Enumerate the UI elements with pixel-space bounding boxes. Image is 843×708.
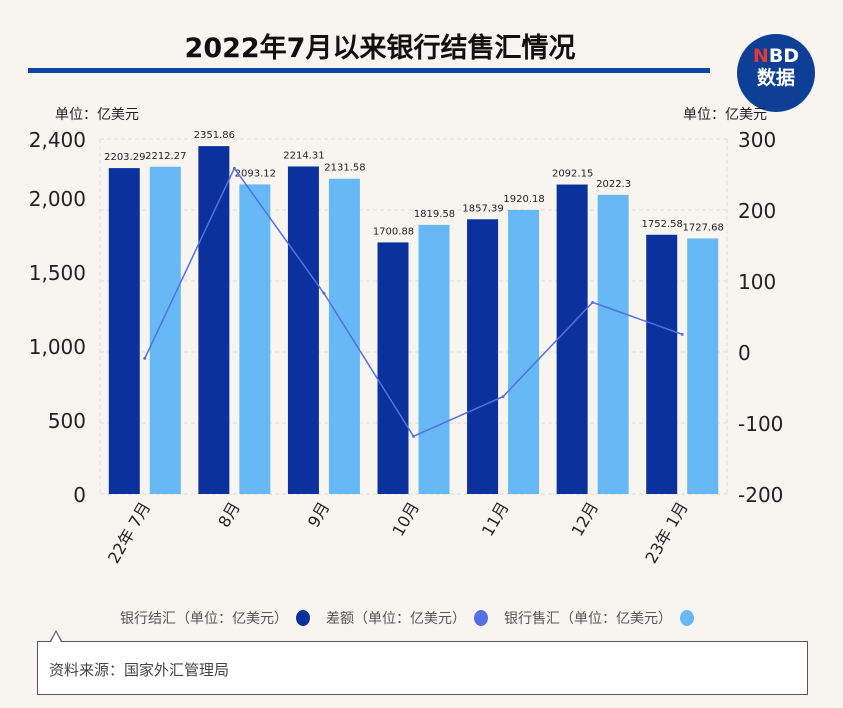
left-axis-tick: 1,000 [29, 335, 86, 359]
title-underline [28, 68, 710, 73]
data-label-sale: 1819.58 [414, 209, 455, 220]
data-label-settlement: 2351.86 [194, 130, 235, 141]
right-axis-unit: 单位：亿美元 [683, 107, 767, 123]
point-difference [143, 356, 147, 360]
source-pointer-fill [51, 632, 61, 642]
x-axis-label: 23年 1月 [641, 499, 691, 567]
legend-settlement-swatch [296, 610, 310, 626]
bar-sale [597, 194, 629, 495]
left-axis-unit: 单位：亿美元 [55, 107, 139, 123]
data-label-settlement: 2092.15 [552, 169, 593, 180]
chart-svg: 0 500 1,000 1,500 2,000 2,400 -200 -100 0 100 200 3… [29, 128, 784, 567]
right-axis-tick: 100 [738, 270, 776, 294]
bar-settlement [198, 146, 230, 494]
right-axis-tick: 200 [738, 199, 776, 223]
legend: 银行结汇（单位：亿美元） 差额（单位：亿美元） 银行售汇（单位：亿美元） [120, 608, 702, 628]
legend-settlement-label: 银行结汇（单位：亿美元） [120, 611, 288, 627]
data-label-settlement: 2214.31 [283, 150, 324, 161]
nbd-logo: NBD 数据 [737, 34, 815, 112]
data-label-sale: 1727.68 [683, 222, 724, 233]
point-difference [412, 434, 415, 438]
bar-settlement [646, 234, 678, 494]
x-axis-label: 22年 7月 [104, 499, 154, 567]
source-text: 资料来源：国家外汇管理局 [49, 661, 230, 679]
right-axis-tick: 0 [738, 341, 751, 365]
point-difference [232, 166, 236, 170]
x-axis-label: 12月 [567, 499, 602, 540]
data-label-sale: 1920.18 [503, 194, 544, 205]
bar-settlement [467, 219, 499, 495]
data-label-sale: 2093.12 [235, 168, 276, 179]
point-difference [680, 332, 684, 336]
source-box: 资料来源：国家外汇管理局 [37, 641, 808, 695]
right-axis-tick: -100 [738, 412, 783, 436]
data-label-sale: 2212.27 [145, 151, 186, 162]
left-axis-tick: 2,400 [29, 128, 86, 152]
legend-diff-label: 差额（单位：亿美元） [326, 611, 466, 627]
bar-sale [149, 166, 181, 494]
data-label-settlement: 1857.39 [462, 203, 503, 214]
left-axis-tick: 1,500 [29, 261, 86, 285]
x-axis-label: 9月 [304, 499, 334, 531]
bar-sale [328, 178, 360, 494]
bar-settlement [108, 168, 140, 495]
bar-sale [687, 238, 719, 494]
logo-data: 数据 [756, 67, 795, 89]
chart-title: 2022年7月以来银行结售汇情况 [184, 33, 576, 64]
bar-settlement [287, 166, 319, 494]
bar-sale [508, 209, 540, 494]
legend-sale-label: 银行售汇（单位：亿美元） [504, 611, 672, 627]
point-difference [322, 291, 326, 295]
bar-sale [239, 184, 271, 494]
bar-sale [418, 224, 450, 494]
data-label-sale: 2131.58 [324, 163, 365, 174]
x-axis-label: 10月 [388, 499, 423, 540]
logo-bd: BD [768, 45, 800, 67]
legend-diff-swatch [474, 610, 488, 626]
point-difference [591, 300, 595, 304]
right-axis-tick: -200 [738, 483, 783, 507]
left-axis-tick: 500 [48, 409, 86, 433]
x-axis-label: 11月 [478, 499, 513, 540]
bar-settlement [556, 184, 588, 495]
x-axis-label: 8月 [214, 499, 244, 531]
legend-sale-swatch [680, 610, 694, 626]
bar-settlement [377, 242, 409, 494]
data-label-settlement: 1700.88 [373, 226, 414, 237]
data-label-sale: 2022.3 [596, 179, 631, 190]
left-axis-tick: 2,000 [29, 187, 86, 211]
data-label-settlement: 2203.29 [104, 152, 145, 163]
right-axis-tick: 300 [738, 128, 776, 152]
point-difference [501, 395, 505, 399]
logo-n: N [752, 45, 769, 67]
data-label-settlement: 1752.58 [642, 219, 683, 230]
left-axis-tick: 0 [73, 483, 86, 507]
